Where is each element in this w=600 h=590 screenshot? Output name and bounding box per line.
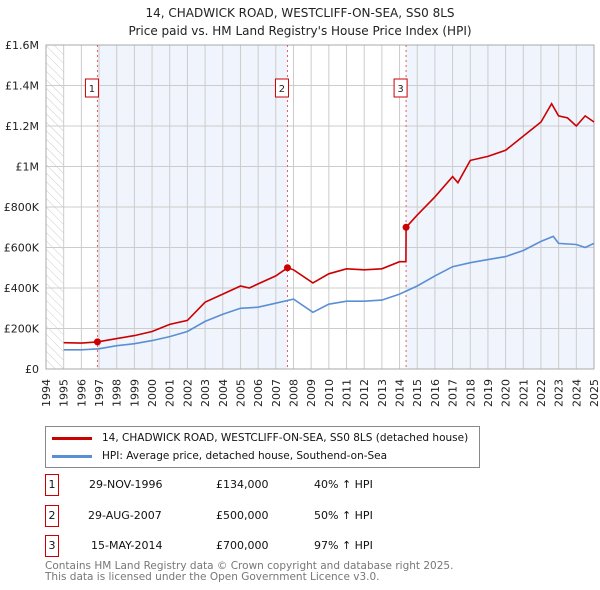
legend-label: HPI: Average price, detached house, Sout… [102,450,388,462]
x-tick-label: 2017 [447,379,460,407]
sale-marker: 3 [45,535,59,557]
y-tick-label: £600K [4,242,40,255]
sale-label-box [393,78,408,98]
blue-line-swatch [52,454,92,458]
y-tick-label: £0 [25,363,39,376]
x-tick-label: 2014 [394,379,407,407]
sale-price: £700,000 [216,539,269,552]
x-tick-label: 1994 [40,379,53,407]
sale-marker: 1 [45,474,59,496]
sale-date: 29-NOV-1996 [89,478,163,491]
y-tick-label: £200K [4,323,40,336]
sale-delta: 40% ↑ HPI [314,478,373,491]
price-chart: 14, CHADWICK ROAD, WESTCLIFF-ON-SEA, SS0… [4,6,600,407]
legend-item-property: 14, CHADWICK ROAD, WESTCLIFF-ON-SEA, SS0… [52,432,468,444]
sale-point [402,223,410,231]
y-tick-label: £400K [4,282,40,295]
x-tick-label: 2004 [217,379,230,407]
sale-price: £500,000 [216,509,269,522]
x-tick-label: 2003 [199,379,212,407]
footer-licence: This data is licensed under the Open Gov… [45,571,380,583]
x-tick-label: 2000 [146,379,159,407]
sale-row-3: 3 15-MAY-2014 £700,000 97% ↑ HPI [45,535,485,557]
x-tick-label: 2019 [482,379,495,407]
x-tick-label: 2002 [181,379,194,407]
series-line [63,102,595,344]
x-tick-label: 2001 [164,379,177,407]
red-line-swatch [52,436,92,440]
y-tick-label: £1.6M [5,39,39,52]
plot-border [45,44,595,370]
x-tick-label: 2011 [341,379,354,407]
x-tick-label: 2023 [553,379,566,407]
footer-copyright: Contains HM Land Registry data © Crown c… [45,560,454,572]
x-tick-label: 2015 [411,379,424,407]
sale-delta: 97% ↑ HPI [314,539,373,552]
sale-price: £134,000 [216,478,269,491]
chart-subtitle: Price paid vs. HM Land Registry's House … [128,24,471,38]
sale-date: 29-AUG-2007 [88,509,162,522]
footer: Contains HM Land Registry data © Crown c… [45,561,453,583]
sale-label: 3 [397,84,403,95]
sale-point [283,264,291,272]
x-tick-label: 2024 [570,379,583,407]
y-tick-label: £1.2M [5,120,39,133]
sale-row-1: 1 29-NOV-1996 £134,000 40% ↑ HPI [45,474,485,496]
x-tick-label: 2008 [287,379,300,407]
sale-delta: 50% ↑ HPI [314,509,373,522]
x-tick-label: 2006 [252,379,265,407]
x-tick-label: 2022 [535,379,548,407]
x-tick-label: 2018 [464,379,477,407]
x-tick-label: 2025 [588,379,600,407]
sale-point [93,338,101,346]
sale-marker: 2 [45,505,59,527]
x-tick-label: 1998 [111,379,124,407]
legend-item-hpi: HPI: Average price, detached house, Sout… [52,450,387,462]
sale-label: 2 [279,84,285,95]
sale-label-box [274,78,289,98]
sale-label-box [84,78,99,98]
x-tick-label: 2016 [429,379,442,407]
y-tick-label: £800K [4,201,40,214]
x-tick-label: 2005 [234,379,247,407]
x-tick-label: 1997 [93,379,106,407]
x-tick-label: 2013 [376,379,389,407]
y-tick-label: £1.4M [5,80,39,93]
sale-row-2: 2 29-AUG-2007 £500,000 50% ↑ HPI [45,505,485,527]
x-tick-label: 2012 [358,379,371,407]
sale-date: 15-MAY-2014 [91,539,163,552]
x-tick-label: 2009 [305,379,318,407]
x-tick-label: 2021 [517,379,530,407]
x-tick-label: 1999 [128,379,141,407]
sale-label: 1 [89,84,95,95]
x-tick-label: 2020 [500,379,513,407]
x-tick-label: 2010 [323,379,336,407]
legend-label: 14, CHADWICK ROAD, WESTCLIFF-ON-SEA, SS0… [102,432,469,444]
x-tick-label: 2007 [270,379,283,407]
x-tick-label: 1996 [75,379,88,407]
y-tick-label: £1M [16,161,40,174]
series-line [63,235,595,351]
chart-title: 14, CHADWICK ROAD, WESTCLIFF-ON-SEA, SS0… [145,6,454,20]
legend: 14, CHADWICK ROAD, WESTCLIFF-ON-SEA, SS0… [45,426,480,468]
x-tick-label: 1995 [58,379,71,407]
